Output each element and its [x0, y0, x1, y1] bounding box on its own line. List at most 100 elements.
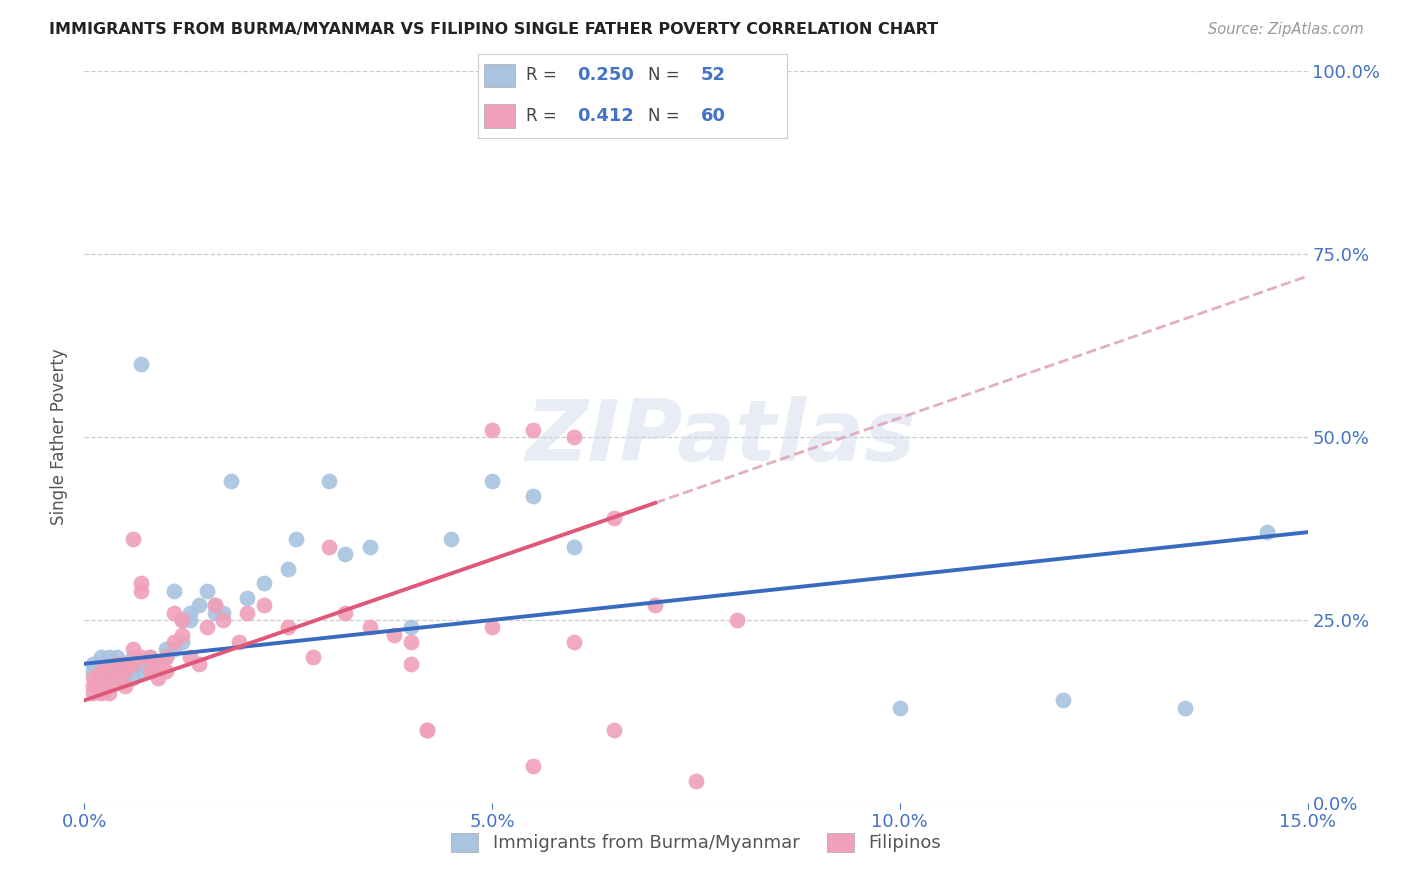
Point	[82, 672, 104, 686]
Point	[603, 723, 626, 737]
Point	[889, 700, 911, 714]
Point	[685, 773, 707, 788]
Point	[146, 657, 169, 671]
Point	[522, 759, 544, 773]
Point	[122, 657, 145, 671]
Point	[562, 635, 585, 649]
Point	[82, 686, 104, 700]
Point	[416, 723, 439, 737]
Text: 0.250: 0.250	[576, 66, 634, 84]
Point	[105, 657, 128, 671]
Point	[138, 649, 160, 664]
Legend: Immigrants from Burma/Myanmar, Filipinos: Immigrants from Burma/Myanmar, Filipinos	[444, 826, 948, 860]
Point	[114, 672, 136, 686]
Bar	[484, 63, 515, 87]
Point	[236, 606, 259, 620]
Text: R =: R =	[526, 107, 562, 125]
Point	[114, 679, 136, 693]
Point	[1256, 525, 1278, 540]
Y-axis label: Single Father Poverty: Single Father Poverty	[51, 349, 69, 525]
Point	[138, 649, 160, 664]
Point	[318, 474, 340, 488]
Point	[122, 642, 145, 657]
Point	[172, 627, 194, 641]
Point	[335, 547, 357, 561]
Point	[122, 672, 145, 686]
Text: IMMIGRANTS FROM BURMA/MYANMAR VS FILIPINO SINGLE FATHER POVERTY CORRELATION CHAR: IMMIGRANTS FROM BURMA/MYANMAR VS FILIPIN…	[49, 22, 938, 37]
Point	[359, 620, 381, 634]
Point	[204, 606, 226, 620]
Point	[155, 649, 177, 664]
Point	[440, 533, 463, 547]
Point	[131, 649, 153, 664]
Point	[318, 540, 340, 554]
Bar	[484, 104, 515, 128]
Point	[114, 657, 136, 671]
Point	[97, 672, 120, 686]
Point	[187, 599, 209, 613]
Point	[195, 620, 218, 634]
Point	[163, 583, 186, 598]
Point	[122, 533, 145, 547]
Point	[195, 583, 218, 598]
Point	[399, 657, 422, 671]
Point	[114, 664, 136, 678]
Point	[122, 649, 145, 664]
Point	[131, 583, 153, 598]
Point	[90, 686, 112, 700]
Point	[97, 664, 120, 678]
Point	[277, 562, 299, 576]
Text: N =: N =	[648, 107, 685, 125]
Point	[138, 664, 160, 678]
Point	[90, 664, 112, 678]
Point	[163, 606, 186, 620]
Point	[97, 649, 120, 664]
Point	[236, 591, 259, 605]
Point	[97, 686, 120, 700]
Point	[277, 620, 299, 634]
Point	[172, 613, 194, 627]
Point	[131, 357, 153, 371]
Point	[204, 599, 226, 613]
Point	[522, 423, 544, 437]
Point	[155, 642, 177, 657]
Point	[131, 576, 153, 591]
Point	[253, 576, 276, 591]
Point	[179, 613, 201, 627]
Point	[212, 606, 235, 620]
Point	[725, 613, 748, 627]
Point	[187, 657, 209, 671]
Point	[335, 606, 357, 620]
Point	[481, 474, 503, 488]
Point	[382, 627, 405, 641]
Point	[122, 657, 145, 671]
Point	[105, 672, 128, 686]
Text: R =: R =	[526, 66, 562, 84]
Point	[399, 620, 422, 634]
Point	[301, 649, 323, 664]
Point	[114, 657, 136, 671]
Text: 60: 60	[700, 107, 725, 125]
Point	[172, 613, 194, 627]
Point	[146, 672, 169, 686]
Point	[90, 664, 112, 678]
Text: Source: ZipAtlas.com: Source: ZipAtlas.com	[1208, 22, 1364, 37]
Point	[212, 613, 235, 627]
Point	[481, 423, 503, 437]
Point	[1174, 700, 1197, 714]
Text: ZIPatlas: ZIPatlas	[526, 395, 915, 479]
Point	[82, 664, 104, 678]
Point	[399, 635, 422, 649]
Point	[82, 657, 104, 671]
Point	[163, 635, 186, 649]
Point	[172, 635, 194, 649]
Point	[179, 606, 201, 620]
Point	[603, 510, 626, 524]
Point	[179, 649, 201, 664]
Point	[204, 599, 226, 613]
Point	[522, 489, 544, 503]
Point	[105, 672, 128, 686]
Point	[114, 664, 136, 678]
Point	[644, 599, 666, 613]
Text: N =: N =	[648, 66, 685, 84]
